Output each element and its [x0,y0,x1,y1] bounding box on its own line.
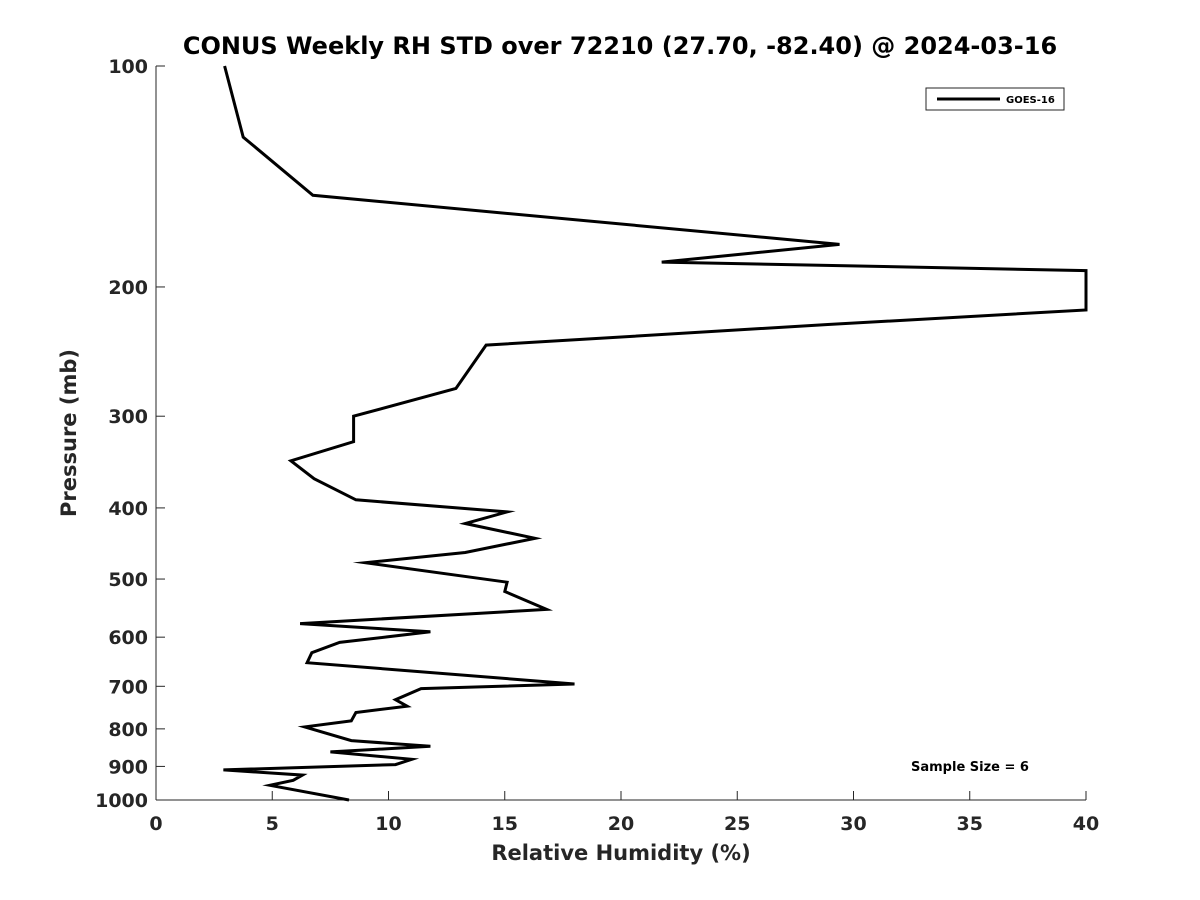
y-axis-label: Pressure (mb) [57,349,81,517]
x-tick-label: 40 [1073,813,1099,835]
series-group [223,65,1088,802]
chart-title: CONUS Weekly RH STD over 72210 (27.70, -… [183,32,1057,60]
sample-size-annotation: Sample Size = 6 [911,760,1029,775]
y-tick-label: 400 [108,498,148,520]
x-axis-label: Relative Humidity (%) [491,841,750,865]
y-tick-label: 600 [108,627,148,649]
x-tick-label: 0 [149,813,162,835]
x-tick-label: 10 [375,813,401,835]
x-tick-label: 30 [840,813,866,835]
x-tick-label: 20 [608,813,634,835]
y-axis-ticks: 100 200 300 400 500 600 700 800 900 1000 [95,56,165,812]
y-tick-label: 800 [108,719,148,741]
series-line-goes-16 [223,65,1088,802]
legend: GOES-16 [925,87,1065,111]
x-tick-label: 15 [492,813,518,835]
y-tick-label: 300 [108,406,148,428]
y-tick-label: 200 [108,277,148,299]
y-tick-label: 500 [108,569,148,591]
x-tick-label: 25 [724,813,750,835]
x-axis-ticks: 0 5 10 15 20 25 30 35 40 [149,791,1099,835]
x-tick-label: 35 [957,813,983,835]
y-tick-label: 700 [108,676,148,698]
y-tick-label: 900 [108,756,148,778]
y-tick-label: 100 [108,56,148,78]
legend-entry-goes-16: GOES-16 [1006,95,1055,106]
y-tick-label: 1000 [95,790,148,812]
x-tick-label: 5 [266,813,279,835]
